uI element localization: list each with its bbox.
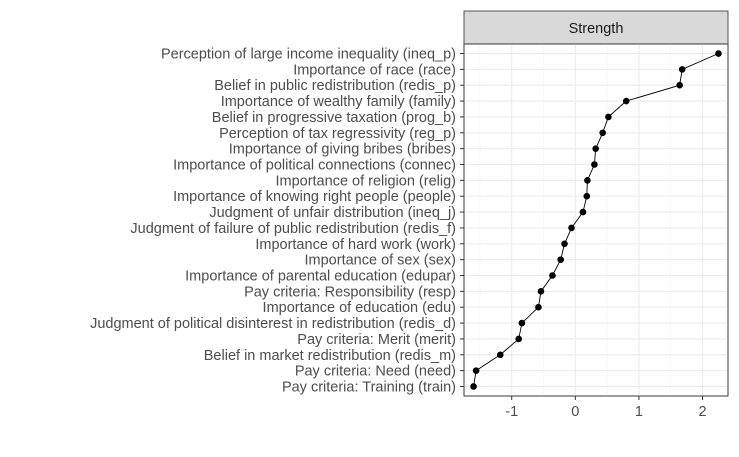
y-tick-label: Pay criteria: Responsibility (resp) bbox=[244, 284, 456, 300]
y-tick-label: Importance of religion (relig) bbox=[275, 173, 456, 189]
data-point bbox=[470, 383, 477, 390]
series-line-group bbox=[473, 53, 719, 387]
data-point bbox=[676, 81, 683, 89]
data-point bbox=[583, 192, 591, 200]
y-tick-label: Importance of wealthy family (family) bbox=[221, 94, 456, 110]
data-point bbox=[535, 303, 542, 311]
y-tick-label: Perception of tax regressivity (reg_p) bbox=[219, 126, 456, 142]
data-point bbox=[557, 256, 564, 263]
y-tick-label: Importance of sex (sex) bbox=[305, 253, 457, 269]
y-tick-label: Pay criteria: Need (need) bbox=[295, 364, 456, 380]
y-tick-label: Importance of education (edu) bbox=[263, 300, 456, 316]
data-point bbox=[568, 224, 575, 232]
data-point bbox=[599, 129, 606, 137]
y-tick-label: Importance of parental education (edupar… bbox=[185, 268, 456, 284]
data-point bbox=[678, 66, 686, 73]
data-point bbox=[592, 145, 599, 152]
x-tick-label: 2 bbox=[699, 404, 707, 420]
strip-label: Strength bbox=[569, 21, 624, 37]
series-points bbox=[470, 50, 722, 390]
y-tick-label: Belief in public redistribution (redis_p… bbox=[214, 78, 456, 94]
data-point bbox=[584, 177, 591, 184]
x-axis: -1 0 1 2 bbox=[505, 396, 707, 420]
grid-major bbox=[464, 44, 728, 396]
y-tick-label: Pay criteria: Training (train) bbox=[282, 379, 456, 395]
y-tick-label: Importance of political connections (con… bbox=[173, 158, 456, 174]
y-axis: Perception of large income inequality (i… bbox=[90, 47, 464, 395]
data-point bbox=[537, 288, 545, 295]
y-tick-label: Importance of race (race) bbox=[293, 62, 456, 78]
data-point bbox=[622, 97, 630, 105]
x-tick-label: 0 bbox=[571, 404, 579, 420]
y-tick-label: Perception of large income inequality (i… bbox=[161, 47, 456, 63]
data-point bbox=[549, 272, 556, 279]
data-point bbox=[496, 351, 504, 359]
y-tick-label: Judgment of failure of public redistribu… bbox=[130, 221, 456, 237]
y-tick-label: Pay criteria: Merit (merit) bbox=[297, 332, 456, 348]
y-tick-label: Judgment of political disinterest in red… bbox=[90, 316, 456, 332]
data-point bbox=[715, 50, 722, 57]
data-point bbox=[591, 161, 598, 168]
data-point bbox=[605, 113, 612, 121]
data-point bbox=[561, 240, 568, 248]
series-line bbox=[473, 53, 719, 387]
data-point bbox=[518, 319, 526, 327]
plot-panel bbox=[463, 43, 729, 397]
data-point bbox=[579, 208, 587, 216]
y-tick-label: Belief in progressive taxation (prog_b) bbox=[212, 110, 456, 126]
y-tick-label: Importance of giving bribes (bribes) bbox=[229, 142, 456, 158]
plot-panel-border bbox=[463, 43, 729, 397]
strip-background bbox=[463, 10, 729, 45]
data-point bbox=[472, 367, 480, 374]
y-tick-label: Importance of knowing right people (peop… bbox=[173, 189, 456, 205]
y-tick-label: Importance of hard work (work) bbox=[255, 237, 456, 253]
y-tick-label: Judgment of unfair distribution (ineq_j) bbox=[209, 205, 456, 221]
x-tick-label: 1 bbox=[635, 404, 643, 420]
grid-minor bbox=[479, 44, 672, 396]
x-tick-label: -1 bbox=[505, 404, 518, 420]
data-point bbox=[515, 335, 523, 343]
y-tick-label: Belief in market redistribution (redis_m… bbox=[204, 348, 456, 364]
